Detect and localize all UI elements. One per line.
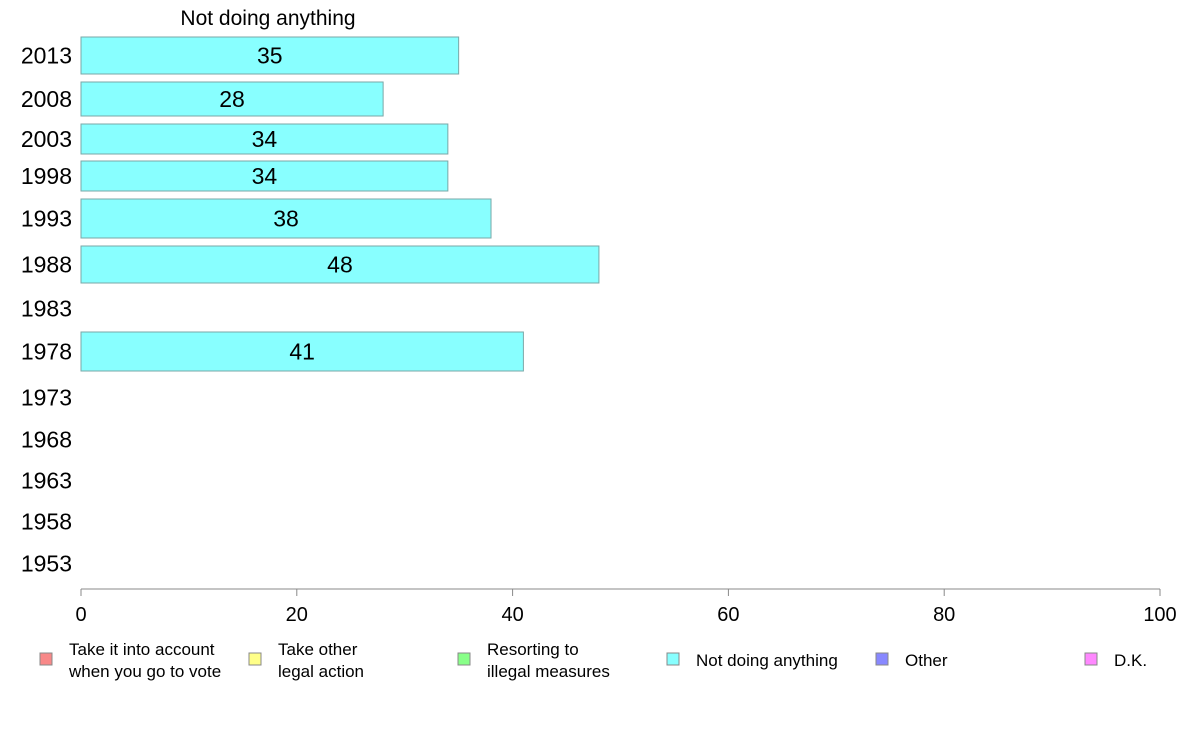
legend: Take it into account when you go to vote T… bbox=[39, 640, 1147, 681]
y-tick-label: 2013 bbox=[21, 43, 72, 69]
y-tick-label: 1983 bbox=[21, 296, 72, 322]
legend-label: Take other bbox=[278, 640, 358, 659]
x-axis: 0 20 40 60 80 100 bbox=[75, 588, 1177, 626]
legend-swatch bbox=[39, 652, 53, 666]
bar-value-label: 34 bbox=[252, 163, 278, 189]
x-tick-label: 20 bbox=[286, 604, 308, 626]
bar bbox=[80, 123, 449, 155]
x-tick-label: 100 bbox=[1143, 604, 1176, 626]
legend-swatch bbox=[666, 652, 680, 666]
x-tick-label: 80 bbox=[933, 604, 955, 626]
bar-value-label: 35 bbox=[257, 43, 283, 69]
bar bbox=[80, 198, 492, 239]
y-axis-labels: 2013 2008 2003 1998 1993 1988 1983 1978 1973 1968… bbox=[21, 43, 72, 577]
y-tick-label: 1993 bbox=[21, 206, 72, 232]
bar bbox=[80, 245, 600, 284]
y-tick-label: 2008 bbox=[21, 86, 72, 112]
legend-label: Other bbox=[905, 651, 948, 670]
bar-value-label: 38 bbox=[273, 206, 299, 232]
legend-swatch bbox=[875, 652, 889, 666]
bar bbox=[80, 36, 460, 75]
y-tick-label: 1988 bbox=[21, 252, 72, 278]
legend-label: Resorting to bbox=[487, 640, 579, 659]
y-tick-label: 1953 bbox=[21, 551, 72, 577]
bar bbox=[80, 331, 524, 372]
legend-label: Not doing anything bbox=[696, 651, 838, 670]
y-tick-label: 2003 bbox=[21, 126, 72, 152]
chart-title: Not doing anything bbox=[180, 7, 355, 30]
legend-label: D.K. bbox=[1114, 651, 1147, 670]
bar-value-label: 28 bbox=[219, 86, 245, 112]
bar bbox=[80, 81, 384, 117]
y-tick-label: 1998 bbox=[21, 163, 72, 189]
y-tick-label: 1958 bbox=[21, 509, 72, 535]
legend-swatch bbox=[248, 652, 262, 666]
bar-value-label: 34 bbox=[252, 126, 278, 152]
bar bbox=[80, 160, 449, 192]
x-tick-label: 60 bbox=[717, 604, 739, 626]
legend-label: when you go to vote bbox=[68, 662, 221, 681]
y-tick-label: 1978 bbox=[21, 339, 72, 365]
y-tick-label: 1963 bbox=[21, 468, 72, 494]
x-tick-label: 0 bbox=[75, 604, 86, 626]
y-tick-label: 1973 bbox=[21, 385, 72, 411]
x-tick-label: 40 bbox=[501, 604, 523, 626]
y-tick-label: 1968 bbox=[21, 427, 72, 453]
legend-label: illegal measures bbox=[487, 662, 610, 681]
bars-layer: 35 28 34 34 38 48 41 bbox=[80, 36, 600, 372]
legend-swatch bbox=[1084, 652, 1098, 666]
legend-label: legal action bbox=[278, 662, 364, 681]
legend-swatch bbox=[457, 652, 471, 666]
bar-value-label: 48 bbox=[327, 252, 353, 278]
bar-value-label: 41 bbox=[289, 339, 315, 365]
legend-label: Take it into account bbox=[69, 640, 215, 659]
